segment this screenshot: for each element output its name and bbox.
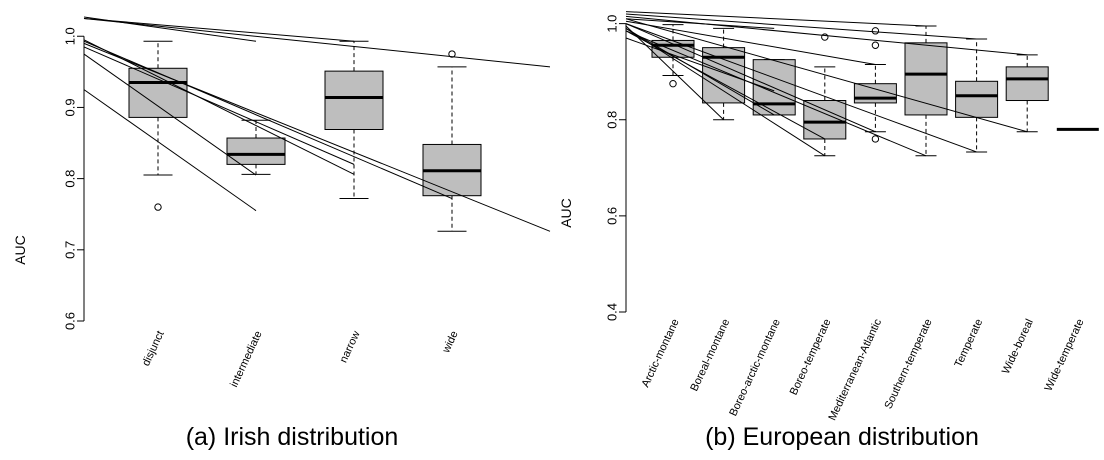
category-label: Wide-boreal <box>1000 317 1036 376</box>
category-label: Boreo-temperate <box>788 317 834 397</box>
outlier-point <box>448 50 456 58</box>
box-5 <box>853 27 897 143</box>
comparison-line <box>83 53 257 176</box>
category-label: Temperate <box>952 317 985 369</box>
box-2 <box>226 119 286 175</box>
comparison-line <box>83 40 453 200</box>
box-body <box>324 70 384 130</box>
y-tick-label: 0.8 <box>605 111 620 129</box>
comparison-line <box>83 17 551 68</box>
comparison-line <box>625 23 977 153</box>
y-tick-label: 0.9 <box>63 98 78 116</box>
outlier-point <box>669 79 677 88</box>
box-4 <box>803 33 847 157</box>
outlier-point <box>821 33 829 41</box>
box-7 <box>955 38 999 153</box>
comparison-line <box>625 18 1028 133</box>
comparison-line <box>625 30 826 140</box>
y-tick-label: 0.4 <box>605 303 620 321</box>
y-tick-label: 0.6 <box>605 207 620 225</box>
caption-european-distribution: (b) European distribution <box>705 423 979 451</box>
box-body <box>904 42 948 116</box>
comparison-line <box>625 25 724 121</box>
comparison-line <box>625 18 775 29</box>
chart-irish-distribution: 0.6 0.7 0.8 0.9 1.0 AUC disjunct intermediate na… <box>12 16 551 389</box>
box-8 <box>1005 54 1049 133</box>
box-3 <box>324 40 384 200</box>
caption-irish-distribution: (a) Irish distribution <box>186 423 399 451</box>
outlier-point <box>871 27 880 35</box>
comparison-line <box>83 46 355 165</box>
category-label: Southern-temperate <box>882 317 934 411</box>
comparison-line <box>625 37 775 92</box>
y-axis-title: AUC <box>12 235 28 265</box>
comparison-line <box>625 11 927 27</box>
chart-european-distribution: 0.4 0.6 0.8 1.0 AUC Arctic-montane Boreal-mont… <box>558 11 1099 423</box>
category-label: intermediate <box>228 329 264 389</box>
category-label: Wide-temperate <box>1043 317 1087 393</box>
comparison-line <box>83 42 551 232</box>
comparison-line <box>83 17 355 42</box>
y-tick-label: 0.6 <box>63 312 78 330</box>
outlier-point <box>871 135 880 143</box>
y-tick-label: 1.0 <box>605 15 620 33</box>
box-body <box>1005 66 1049 102</box>
outlier-point <box>871 41 880 49</box>
outlier-point <box>154 203 162 211</box>
box-body <box>752 59 796 116</box>
comparison-line <box>625 20 876 65</box>
comparison-line <box>83 39 355 175</box>
category-label: wide <box>440 329 461 355</box>
category-label: Boreal-montane <box>688 317 732 393</box>
box-4 <box>422 50 482 232</box>
category-label: disjunct <box>140 329 167 368</box>
y-tick-label: 1.0 <box>63 27 78 45</box>
y-tick-label: 0.8 <box>63 170 78 188</box>
y-axis-title: AUC <box>558 198 574 228</box>
box-body <box>955 80 999 118</box>
comparison-line <box>625 23 876 133</box>
box-body <box>128 67 188 118</box>
category-label: narrow <box>338 329 363 365</box>
category-label: Boreo-arctic-montane <box>727 317 783 418</box>
category-label: Arctic-montane <box>640 317 682 389</box>
box-body <box>226 137 286 165</box>
y-tick-label: 0.7 <box>63 241 78 259</box>
comparison-line <box>83 89 257 212</box>
comparison-line <box>625 13 977 40</box>
comparison-line <box>625 30 927 157</box>
category-label: Mediterranean-Atlantic <box>826 317 884 423</box>
